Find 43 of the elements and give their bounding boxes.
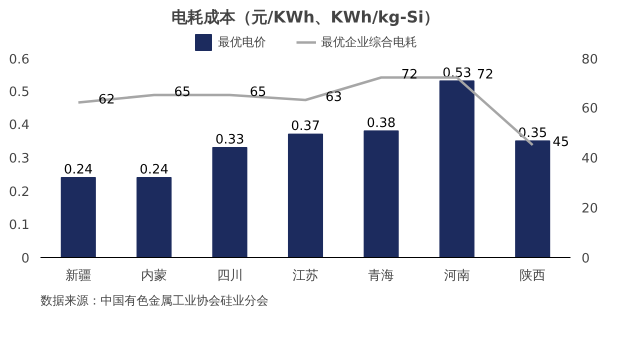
bar — [60, 177, 96, 258]
y-tick-label: 0 — [21, 252, 30, 266]
bar — [212, 147, 248, 258]
bar — [288, 134, 324, 258]
x-tick-label: 新疆 — [65, 268, 92, 284]
y2-tick-label: 60 — [582, 102, 598, 116]
data-label: 72 — [401, 68, 418, 82]
legend-label: 最优电价 — [218, 34, 266, 50]
legend-label: 最优企业综合电耗 — [321, 34, 417, 50]
y-tick-label: 0.4 — [8, 118, 30, 134]
data-label: 65 — [250, 85, 266, 100]
x-tick-label: 四川 — [216, 268, 243, 284]
bar — [136, 177, 172, 258]
data-label: 72 — [476, 68, 494, 82]
bar — [364, 130, 399, 258]
y-tick-label: 0.5 — [8, 84, 30, 100]
x-tick-label: 江苏 — [292, 268, 318, 284]
data-label: 63 — [326, 90, 342, 105]
y2-tick-label: 20 — [582, 202, 598, 216]
data-label: 0.33 — [215, 132, 244, 148]
x-tick-label: 内蒙 — [141, 268, 168, 284]
y-tick-label: 0.6 — [8, 52, 30, 68]
data-label: 0.53 — [442, 66, 472, 81]
data-label: 0.24 — [140, 162, 169, 178]
x-tick-label: 河南 — [444, 268, 470, 284]
data-label: 65 — [174, 85, 191, 100]
x-tick-label: 青海 — [368, 268, 394, 284]
chart-title: 电耗成本（元/KWh、KWh/kg-Si） — [171, 8, 440, 26]
data-label: 0.37 — [291, 119, 320, 134]
data-label: 62 — [98, 92, 115, 108]
source-note: 数据来源：中国有色金属工业协会硅业分会 — [40, 294, 268, 308]
data-label: 0.24 — [64, 162, 93, 178]
y-tick-label: 0.2 — [8, 184, 30, 200]
bar — [515, 140, 550, 258]
data-label: 45 — [552, 135, 570, 150]
y2-tick-label: 40 — [582, 152, 598, 166]
data-label: 0.38 — [366, 116, 396, 131]
bar — [439, 80, 474, 258]
y2-tick-label: 80 — [582, 52, 598, 68]
y2-tick-label: 0 — [582, 252, 590, 266]
y-tick-label: 0.1 — [8, 218, 30, 234]
y-tick-label: 0.3 — [8, 152, 30, 166]
x-tick-label: 陕西 — [520, 268, 546, 284]
